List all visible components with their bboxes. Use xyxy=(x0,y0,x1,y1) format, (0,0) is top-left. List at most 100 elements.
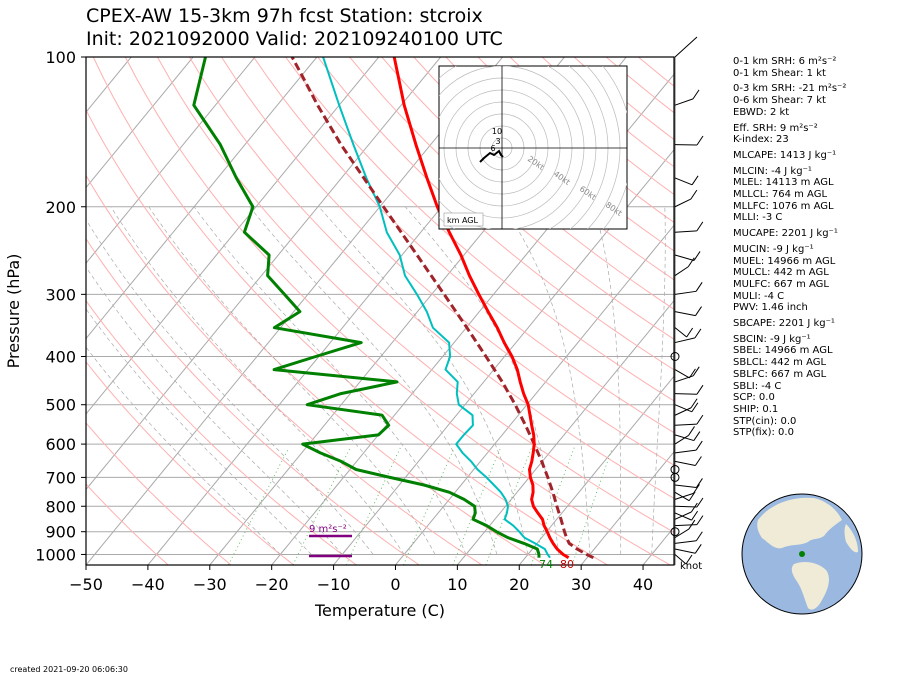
wind-barb-flag xyxy=(687,257,695,268)
wind-barb-flag xyxy=(689,368,696,379)
mixing-ratio-line xyxy=(403,447,455,565)
dry-adiabat-line xyxy=(86,108,545,565)
dry-adiabat-line xyxy=(156,57,674,533)
moist-adiabat-line xyxy=(593,206,622,555)
sounding-index-line: SBLFC: 667 m AGL xyxy=(733,368,827,380)
wind-barb xyxy=(674,423,697,426)
srh-bar-label: 9 m²s⁻² xyxy=(309,524,347,535)
wind-barb-flag xyxy=(696,135,704,146)
dry-adiabat-line xyxy=(188,57,674,499)
x-axis-label: Temperature (C) xyxy=(314,601,445,620)
mixing-ratio-line xyxy=(292,447,351,565)
chart-annotations: 74 80 9 m²s⁻² xyxy=(309,524,574,571)
dry-adiabat-line xyxy=(86,422,232,565)
wind-barb xyxy=(674,512,692,521)
isotherm-line xyxy=(333,149,674,565)
wind-barb xyxy=(674,290,697,295)
sounding-profiles xyxy=(192,57,595,560)
x-tick-label: −10 xyxy=(317,575,351,594)
wind-barb-flag xyxy=(694,328,702,339)
isotherm-line xyxy=(86,57,442,491)
sounding-index-line: 0-1 km Shear: 1 kt xyxy=(733,67,826,79)
y-tick-label: 100 xyxy=(45,48,76,67)
x-tick-label: 20 xyxy=(509,575,529,594)
sounding-index-line: MLEL: 14113 m AGL xyxy=(733,177,834,189)
wind-barb xyxy=(674,266,689,276)
y-tick-label: 300 xyxy=(45,285,76,304)
wind-barb-flag xyxy=(692,366,700,377)
wind-barb xyxy=(674,554,687,565)
dewpoint-profile-line xyxy=(192,57,541,558)
wind-barb-flag xyxy=(690,502,698,513)
isotherm-line xyxy=(86,57,380,415)
moist-adiabat-line xyxy=(86,308,312,555)
barb-units-label: knot xyxy=(680,561,702,572)
wind-barb xyxy=(674,528,690,539)
wind-barb xyxy=(674,254,695,261)
sounding-index-line: MUCAPE: 2201 J kg⁻¹ xyxy=(733,228,838,240)
moist-adiabat-line xyxy=(651,206,666,555)
wind-barb xyxy=(674,484,697,488)
y-tick-label: 600 xyxy=(45,435,76,454)
sounding-index-line: EBWD: 2 kt xyxy=(733,106,790,118)
wind-barb xyxy=(674,98,694,106)
isotherm-line xyxy=(86,57,318,340)
hodograph-height-label: 3 xyxy=(495,137,500,146)
wind-barb-flag xyxy=(693,431,701,441)
dry-adiabat-line xyxy=(92,57,608,565)
wind-barb xyxy=(674,435,689,445)
sounding-index-line: STP(cin): 0.0 xyxy=(733,415,797,427)
wind-barb xyxy=(674,198,692,208)
chart-title-line2: Init: 2021092000 Valid: 202109240100 UTC xyxy=(86,28,503,50)
isotherm-line xyxy=(86,57,503,565)
y-axis-label: Pressure (hPa) xyxy=(4,254,23,369)
sounding-index-line: SCP: 0.0 xyxy=(733,392,775,404)
dry-adiabat-line xyxy=(413,57,674,281)
hodograph-corner-box xyxy=(443,212,484,227)
y-tick-label: 1000 xyxy=(35,545,76,564)
dry-adiabat-line xyxy=(86,299,357,565)
x-tick-label: −50 xyxy=(69,575,103,594)
wind-barb xyxy=(674,449,697,454)
wind-barb xyxy=(674,230,697,233)
hodograph-height-label: 6 xyxy=(490,144,495,153)
moist-adiabat-line xyxy=(503,206,591,555)
hodograph-rings xyxy=(439,66,627,229)
moist-adiabat-line xyxy=(193,206,467,555)
wind-barb-flag xyxy=(696,478,703,488)
calm-wind-circle xyxy=(670,465,680,475)
wind-barb-flag xyxy=(686,327,694,338)
sounding-index-line: STP(fix): 0.0 xyxy=(733,427,794,439)
wind-barb-flag xyxy=(692,89,700,100)
wind-barb-flag xyxy=(691,175,699,186)
wind-barb-flag xyxy=(696,497,704,508)
moist-adiabat-line xyxy=(404,206,560,555)
temperature-profile-line xyxy=(392,57,570,559)
sounding-index-line: MULCL: 442 m AGL xyxy=(733,267,829,279)
sounding-index-line: Eff. SRH: 9 m²s⁻² xyxy=(733,122,818,134)
isotherm-line xyxy=(642,526,674,565)
wind-barb-flag xyxy=(693,251,701,261)
y-tick-label: 200 xyxy=(45,198,76,217)
hodograph-height-label: 10 xyxy=(492,127,502,136)
hodograph-frame xyxy=(438,65,628,230)
isotherm-line xyxy=(86,57,194,189)
axes: −50 −40 −30 −20 −10 0 10 20 30 40 1000 900 800 700 600… xyxy=(4,48,653,620)
created-timestamp: created 2021-09-20 06:06:30 xyxy=(10,665,128,674)
mixing-ratio-line xyxy=(227,447,290,565)
wind-barbs: knot xyxy=(670,36,704,572)
wind-barb-flag xyxy=(695,440,703,451)
wind-barb xyxy=(674,311,696,317)
sounding-index-line: SBLI: -4 C xyxy=(733,380,782,392)
moist-adiabat-line xyxy=(86,266,343,555)
wind-barb xyxy=(674,407,692,416)
wind-barb-flag xyxy=(691,402,699,413)
wind-barb xyxy=(674,540,697,544)
y-tick-label: 500 xyxy=(45,396,76,415)
wind-barb-flag xyxy=(690,398,698,409)
dry-adiabat-line xyxy=(86,237,420,565)
sounding-index-line: MLCIN: -4 J kg⁻¹ xyxy=(733,165,812,177)
wind-barb-flag xyxy=(691,510,699,521)
dry-adiabat-line xyxy=(86,483,169,565)
